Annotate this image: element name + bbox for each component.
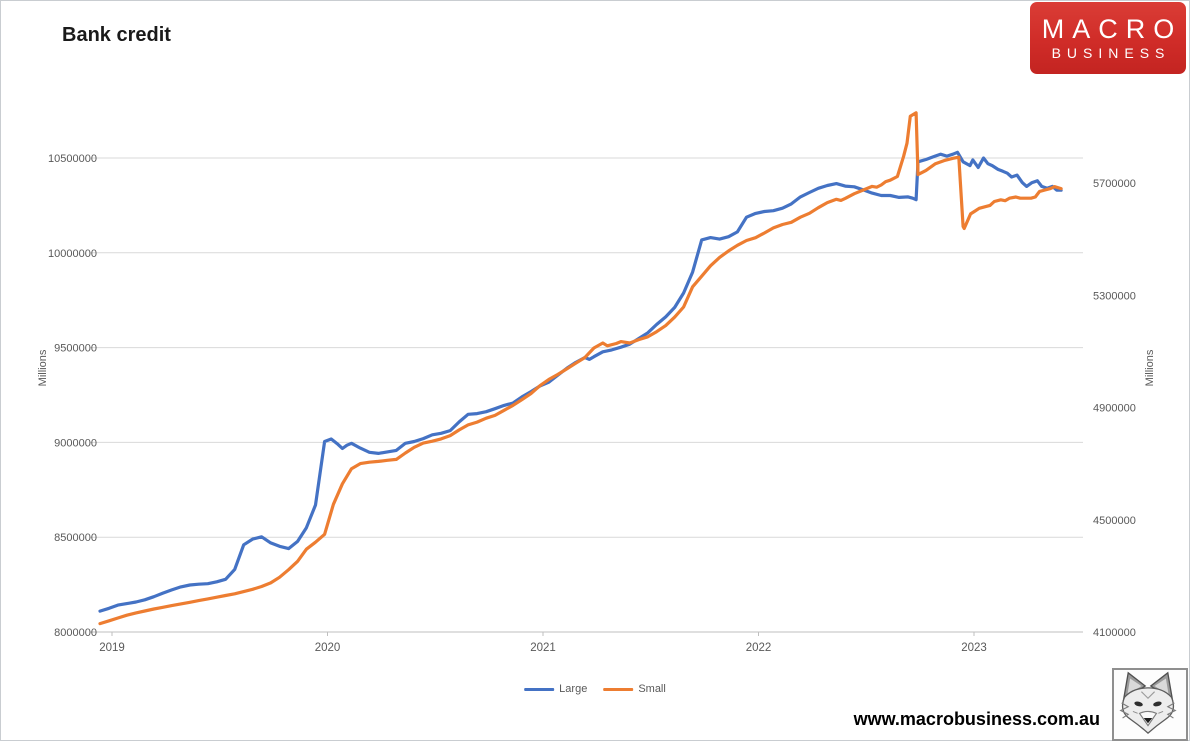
left-axis-tick-label: 8500000 <box>54 532 97 544</box>
left-axis-title: Millions <box>37 349 49 387</box>
legend-label: Large <box>559 683 588 695</box>
right-axis-title: Millions <box>1144 349 1156 387</box>
series-line-large <box>98 150 1063 613</box>
left-axis-tick-label: 9500000 <box>54 343 97 355</box>
left-axis-tick-label: 8000000 <box>54 627 97 639</box>
x-axis-tick-label: 2019 <box>99 642 125 654</box>
chart-title: Bank credit <box>62 24 171 46</box>
right-axis-tick-label: 4900000 <box>1093 403 1136 415</box>
legend-line-marker <box>603 687 634 691</box>
logo-text-macro: MACRO <box>1041 14 1183 44</box>
right-axis-tick-label: 5700000 <box>1093 178 1136 190</box>
legend-item-small: Small <box>603 683 666 695</box>
legend-item-large: Large <box>524 683 587 695</box>
x-axis-tick-label: 2021 <box>530 642 556 654</box>
logo-text-business: BUSINESS <box>1051 45 1171 61</box>
fox-logo <box>1112 668 1188 741</box>
right-axis-tick-label: 4500000 <box>1093 515 1136 527</box>
right-axis-tick-label: 4100000 <box>1093 627 1136 639</box>
series-line-small <box>98 111 1063 626</box>
fox-sketch-icon <box>1119 671 1177 734</box>
chart-legend: Large Small <box>524 683 666 695</box>
legend-label: Small <box>638 683 666 695</box>
x-axis-tick-label: 2023 <box>961 642 987 654</box>
macrobusiness-logo: MACRO BUSINESS <box>1030 2 1186 74</box>
x-axis-tick-label: 2020 <box>315 642 341 654</box>
right-axis-tick-label: 5300000 <box>1093 290 1136 302</box>
legend-line-marker <box>524 687 555 691</box>
left-axis-tick-label: 10500000 <box>48 153 97 165</box>
left-axis-tick-label: 10000000 <box>48 248 97 260</box>
x-axis-tick-label: 2022 <box>746 642 772 654</box>
website-url: www.macrobusiness.com.au <box>853 709 1100 729</box>
left-axis-tick-label: 9000000 <box>54 437 97 449</box>
